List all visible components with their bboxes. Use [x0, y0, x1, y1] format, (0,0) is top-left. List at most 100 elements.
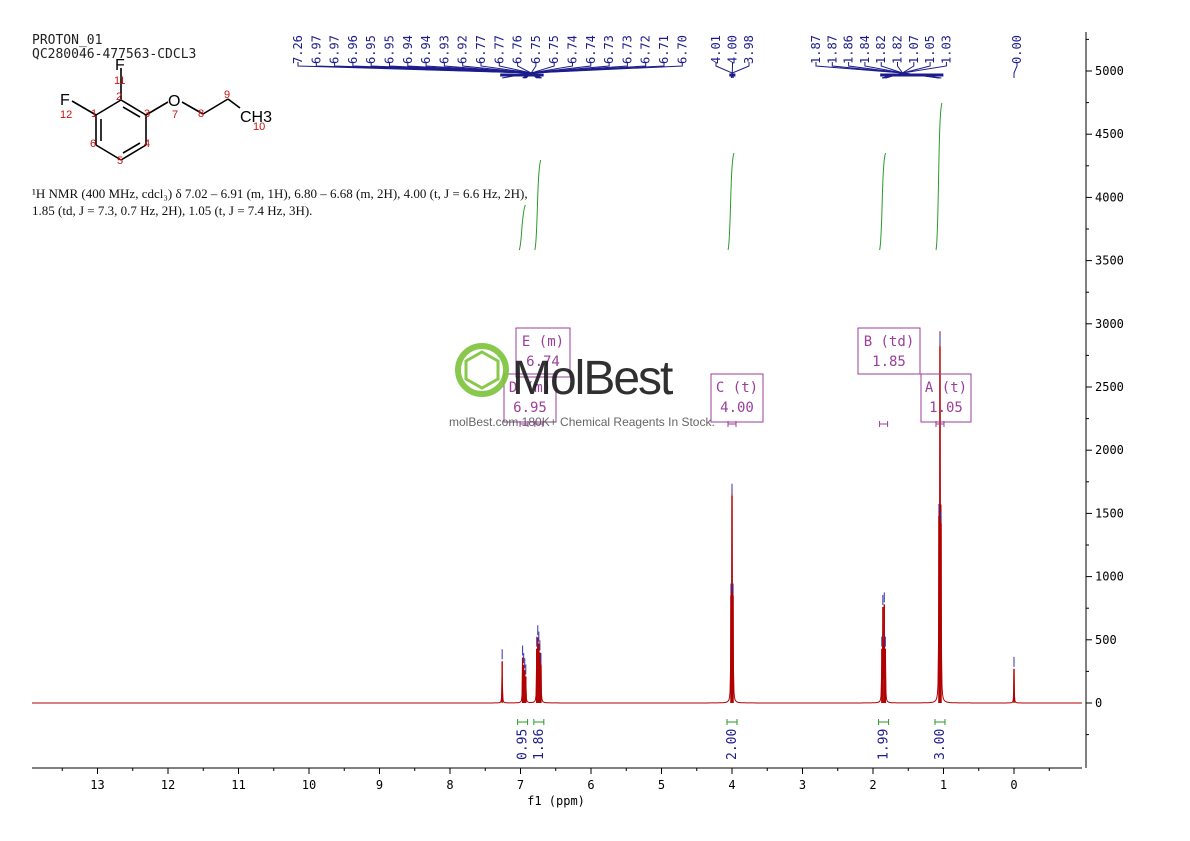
x-tick-label-3: 10 — [302, 778, 316, 792]
watermark-logo-icon — [455, 343, 509, 397]
atom-number-2: 2 — [116, 91, 122, 103]
y-tick-label-0: 5000 — [1095, 64, 1124, 78]
peak-shift-label-left-11: 6.77 — [492, 35, 506, 64]
x-axis-ticks: 13 12 11 10 9 8 7 6 5 4 3 2 1 0 — [61, 768, 1050, 792]
y-tick-label-2: 4000 — [1095, 190, 1124, 204]
atom-methyl: CH3 — [240, 109, 272, 126]
y-tick-label-8: 1000 — [1095, 570, 1124, 584]
peak-shift-label-mid-0: 4.01 — [709, 35, 723, 64]
integral-values: 0.95 1.86 2.00 1.99 3.00 — [516, 719, 948, 760]
atom-number-8: 8 — [198, 108, 204, 120]
atom-number-6: 6 — [90, 138, 96, 150]
atom-number-11: 11 — [114, 75, 125, 87]
nmr-description-line-1: ¹H NMR (400 MHz, cdcl₃) δ 7.02 – 6.91 (m… — [32, 186, 528, 201]
annotation-box-2 — [710, 373, 764, 423]
peak-pick-labels: 7.26 6.97 6.97 6.96 6.95 6.95 6.94 6.94 6.93 6.92… — [291, 35, 1024, 64]
peak-shift-label-left-2: 6.97 — [328, 35, 342, 64]
atom-number-7: 7 — [172, 109, 178, 121]
atom-fluorine-left: F — [60, 92, 70, 109]
peak-shift-label-right-7: 1.05 — [923, 35, 937, 64]
x-tick-label-1: 12 — [161, 778, 175, 792]
peak-shift-label-left-9: 6.92 — [456, 35, 470, 64]
peak-shift-label-left-20: 6.71 — [657, 35, 671, 64]
y-tick-label-1: 4500 — [1095, 127, 1124, 141]
peak-shift-label-right-1: 1.87 — [825, 35, 839, 64]
y-tick-label-9: 500 — [1095, 633, 1117, 647]
peak-shift-label-left-6: 6.94 — [401, 35, 415, 64]
peak-shift-label-right-2: 1.86 — [842, 35, 856, 64]
peak-shift-label-mid-1: 4.00 — [726, 35, 740, 64]
integral-value-4: 3.00 — [933, 729, 948, 760]
integral-value-2: 2.00 — [725, 729, 740, 760]
x-tick-label-7: 6 — [587, 778, 594, 792]
y-tick-label-6: 2000 — [1095, 443, 1124, 457]
x-tick-label-11: 2 — [869, 778, 876, 792]
structure-bonds — [71, 68, 241, 161]
x-tick-label-0: 13 — [90, 778, 104, 792]
peak-shift-label-left-15: 6.74 — [566, 35, 580, 64]
atom-fluorine-top: F — [115, 57, 125, 74]
atom-number-9: 9 — [224, 89, 230, 101]
atom-number-12: 12 — [60, 109, 72, 121]
annotation-letter-2: C (t) — [716, 380, 758, 396]
integral-value-1: 1.86 — [532, 729, 547, 760]
x-tick-label-4: 9 — [376, 778, 383, 792]
x-tick-label-2: 11 — [231, 778, 245, 792]
y-tick-label-4: 3000 — [1095, 317, 1124, 331]
atom-number-4: 4 — [144, 138, 150, 150]
atom-number-3: 3 — [144, 108, 150, 120]
peak-shift-label-left-3: 6.96 — [346, 35, 360, 64]
x-axis-label: f1 (ppm) — [527, 794, 585, 808]
peak-shift-label-left-8: 6.93 — [437, 35, 451, 64]
spectrum-line — [32, 331, 1082, 704]
peak-connector-tms-0 — [1013, 62, 1018, 78]
watermark-brand: MolBest — [512, 352, 673, 405]
x-tick-label-8: 5 — [658, 778, 665, 792]
peak-shift-label-left-18: 6.73 — [620, 35, 634, 64]
peak-shift-label-right-6: 1.07 — [907, 35, 921, 64]
annotation-box-3 — [857, 327, 921, 375]
integral-curve-3 — [879, 152, 887, 251]
annotation-letter-0: E (m) — [522, 334, 564, 350]
x-tick-label-6: 7 — [517, 778, 524, 792]
peak-shift-label-left-4: 6.95 — [364, 35, 378, 64]
peak-shift-label-left-7: 6.94 — [419, 35, 433, 64]
annotation-letter-4: A (t) — [925, 380, 967, 396]
annotation-box-0 — [515, 327, 571, 378]
integral-value-0: 0.95 — [516, 729, 531, 760]
atom-oxygen: O — [168, 93, 180, 110]
watermark-tagline: molBest.com 180K+ Chemical Reagents In S… — [449, 415, 715, 429]
molbest-watermark: MolBest molBest.com 180K+ Chemical Reage… — [449, 343, 715, 429]
peak-shift-label-right-3: 1.84 — [858, 35, 872, 64]
peak-shift-label-right-0: 1.87 — [809, 35, 823, 64]
sample-id: QC280046-477563-CDCL3 — [32, 47, 196, 62]
x-tick-label-10: 3 — [799, 778, 806, 792]
integral-curve-4 — [935, 102, 943, 251]
peak-shift-label-mid-2: 3.98 — [742, 35, 756, 64]
peak-shift-label-left-13: 6.75 — [529, 35, 543, 64]
integral-curves — [518, 102, 943, 251]
atom-number-5: 5 — [117, 155, 123, 167]
integral-curve-2 — [727, 152, 735, 251]
peak-shift-label-left-12: 6.76 — [511, 35, 525, 64]
atom-number-10: 10 — [253, 121, 265, 133]
integral-curve-0 — [518, 204, 526, 251]
peak-shift-label-left-19: 6.72 — [639, 35, 653, 64]
annotation-box-4 — [920, 373, 972, 423]
integral-value-3: 1.99 — [877, 729, 892, 760]
spectrum-series — [32, 331, 1082, 704]
multiplet-annotations: E (m) 6.74 D (m) 6.95 C (t) 4.00 B (td) 1.85 A (… — [503, 327, 972, 427]
chemical-structure: F F O CH3 1 2 3 4 5 6 7 8 9 10 11 12 — [60, 57, 272, 167]
peak-shift-label-right-5: 1.82 — [891, 35, 905, 64]
peak-shift-label-left-17: 6.73 — [602, 35, 616, 64]
nmr-description-line-2: 1.85 (td, J = 7.3, 0.7 Hz, 2H), 1.05 (t,… — [32, 203, 312, 218]
annotation-shift-3: 1.85 — [872, 354, 906, 370]
atom-number-1: 1 — [91, 108, 97, 120]
peak-shift-label-left-16: 6.74 — [584, 35, 598, 64]
annotation-shift-4: 1.05 — [929, 400, 963, 416]
sample-title: PROTON_01 — [32, 33, 102, 48]
annotation-box-1 — [503, 373, 557, 423]
peak-shift-label-left-1: 6.97 — [309, 35, 323, 64]
